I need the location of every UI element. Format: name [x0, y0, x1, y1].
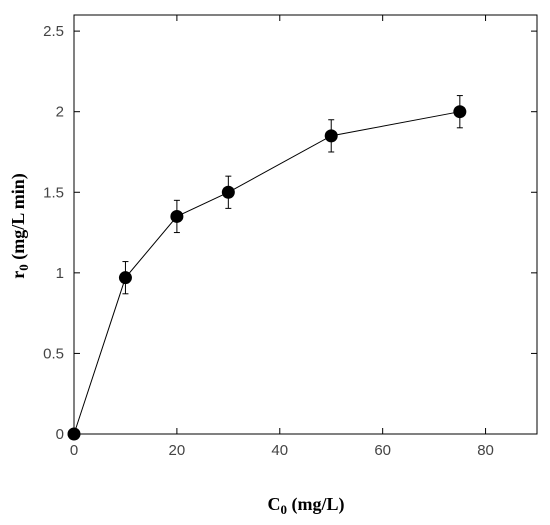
x-tick-label: 40 [271, 442, 288, 459]
x-tick-label: 20 [169, 442, 186, 459]
y-tick-label: 2.5 [43, 23, 64, 40]
data-point [324, 129, 338, 143]
x-tick-label: 60 [374, 442, 391, 459]
data-point [170, 209, 184, 223]
data-point [118, 271, 132, 285]
x-tick-label: 80 [477, 442, 494, 459]
y-tick-label: 1 [56, 265, 64, 282]
data-point [453, 105, 467, 119]
series-line [73, 111, 460, 435]
data-point [221, 185, 235, 199]
plot-frame [73, 14, 538, 435]
y-axis-title: r0 (mg/L min) [8, 173, 31, 279]
y-tick-label: 0.5 [43, 345, 64, 362]
y-tick-label: 2 [56, 104, 64, 121]
data-point [67, 427, 81, 441]
x-axis-title: C0 (mg/L) [268, 494, 345, 517]
y-tick-label: 0 [56, 426, 64, 443]
x-tick-label: 0 [70, 442, 78, 459]
x-axis: 0 20 40 60 80 [70, 15, 494, 459]
plot-area [67, 95, 467, 441]
y-tick-label: 1.5 [43, 184, 64, 201]
y-axis: 0 0.5 1 1.5 2 2.5 [43, 23, 537, 443]
